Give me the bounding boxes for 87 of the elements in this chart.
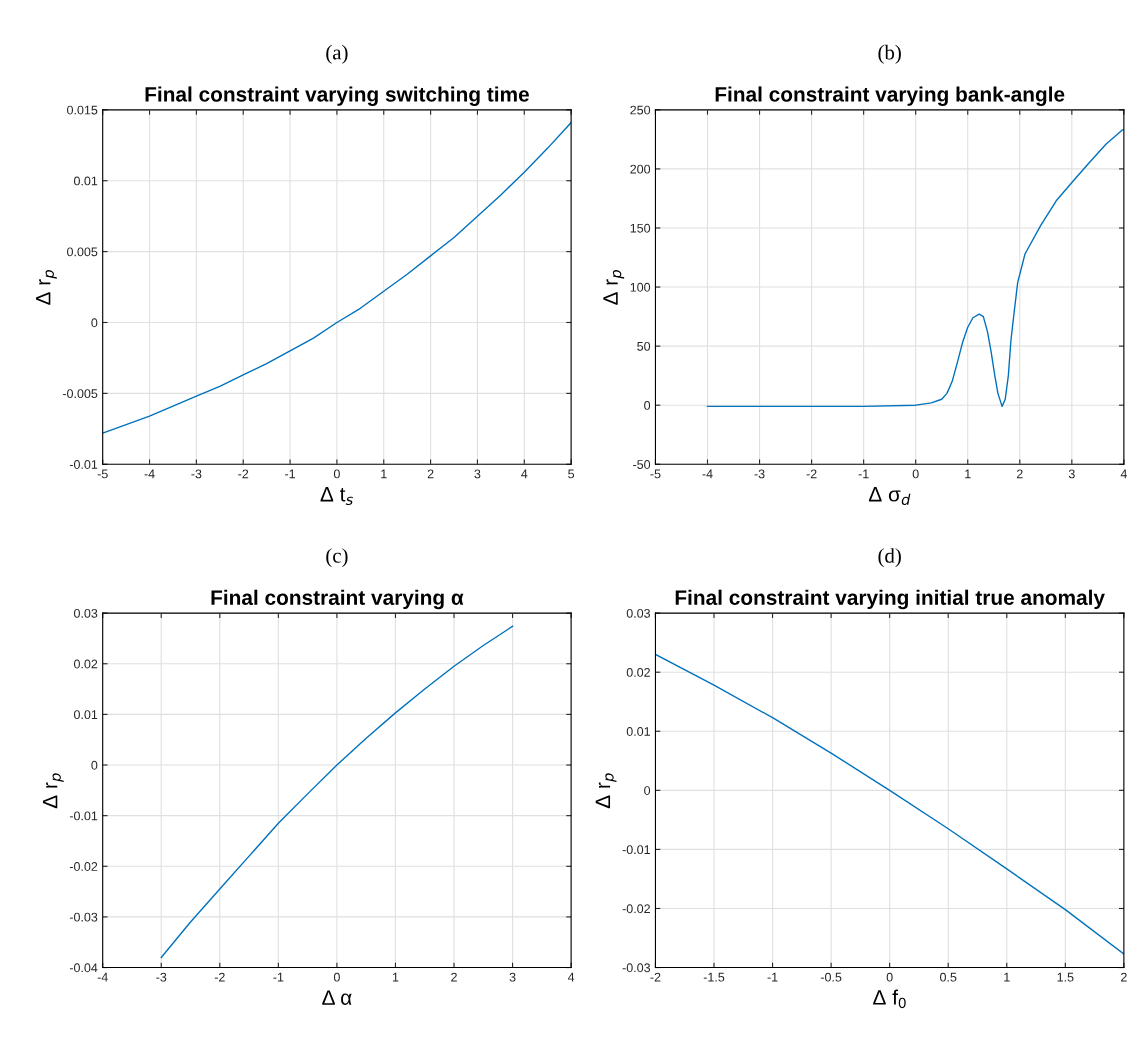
x-tick-label: 0 xyxy=(912,469,919,479)
x-tick-label: 2 xyxy=(1016,469,1023,479)
chart-title: Final constraint varying switching time xyxy=(145,86,529,106)
y-tick-label: 150 xyxy=(630,223,651,233)
x-tick-label: -4 xyxy=(144,469,155,479)
y-tick-label: 250 xyxy=(630,105,651,115)
y-axis-title: Δ r$_{p}$ xyxy=(36,270,57,305)
x-tick-label: 0 xyxy=(333,469,340,479)
x-tick-label: -2 xyxy=(650,972,661,982)
line-series xyxy=(102,121,572,434)
x-tick-label: -1 xyxy=(285,469,296,479)
y-tick-label: 100 xyxy=(630,282,651,292)
x-tick-label: -3 xyxy=(191,469,202,479)
x-tick-label: 3 xyxy=(1068,469,1075,479)
x-axis-title: Δ t$_{s}$ xyxy=(320,487,353,506)
x-axis-title: Δ α xyxy=(322,990,352,1005)
x-tick-label: 0 xyxy=(333,972,340,982)
y-tick-label: 200 xyxy=(630,164,651,174)
x-tick-label: -1.5 xyxy=(703,972,725,982)
x-tick-label: -2 xyxy=(214,972,225,982)
y-tick-label: 0 xyxy=(644,400,651,410)
line-series xyxy=(706,129,1124,408)
x-tick-label: -4 xyxy=(702,469,713,479)
line-series xyxy=(160,625,514,959)
x-tick-label: 3 xyxy=(509,972,516,982)
x-tick-label: 0 xyxy=(886,972,893,982)
x-tick-label: 5 xyxy=(568,469,575,479)
x-tick-label: 1 xyxy=(965,469,971,479)
y-tick-label: 0.02 xyxy=(626,667,650,677)
x-tick-label: -1 xyxy=(767,972,778,982)
x-tick-label: -3 xyxy=(156,972,167,982)
x-axis-title: Δ σ$_{d}$ xyxy=(868,487,911,506)
y-tick-label: -50 xyxy=(633,460,651,469)
y-axis-title: Δ r$_{p}$ xyxy=(603,270,625,305)
y-axis-title: Δ r$_{p}$ xyxy=(42,773,64,809)
x-axis-title: Δ f$_{0}$ xyxy=(873,989,906,1009)
text: (a) xyxy=(326,44,348,64)
y-tick-label: 0.01 xyxy=(73,176,98,186)
y-tick-label: -0.005 xyxy=(62,389,98,399)
y-tick-label: -0.01 xyxy=(69,811,98,821)
y-tick-label: -0.03 xyxy=(69,912,98,922)
x-tick-label: 3 xyxy=(474,469,481,479)
y-tick-label: -0.01 xyxy=(622,845,650,855)
x-tick-label: 2 xyxy=(427,469,434,479)
x-tick-label: -0.5 xyxy=(820,972,842,982)
y-tick-label: 0.03 xyxy=(626,608,651,618)
y-tick-label: -0.02 xyxy=(69,862,98,871)
x-tick-label: 2 xyxy=(451,972,457,982)
chart-title: Final constraint varying initial true anomaly xyxy=(675,589,1105,610)
y-tick-label: -0.03 xyxy=(622,963,651,973)
x-tick-label: -5 xyxy=(650,469,661,479)
y-tick-label: 0 xyxy=(91,760,98,770)
y-tick-label: 0 xyxy=(91,318,98,328)
y-tick-label: 0 xyxy=(644,786,651,795)
chart-title: Final constraint varying bank-angle xyxy=(715,86,1065,106)
text: (b) xyxy=(878,44,901,64)
x-tick-label: 1 xyxy=(1004,972,1010,982)
x-tick-label: -1 xyxy=(858,469,869,479)
text: (d) xyxy=(878,548,901,568)
y-tick-label: 0.005 xyxy=(67,247,98,257)
y-tick-label: -0.01 xyxy=(69,460,98,469)
x-tick-label: 2 xyxy=(1121,972,1127,982)
y-tick-label: 0.015 xyxy=(67,105,98,115)
x-tick-label: -2 xyxy=(806,469,817,479)
y-tick-label: 0.01 xyxy=(626,727,650,736)
line-series xyxy=(655,653,1124,955)
x-tick-label: -5 xyxy=(97,469,108,479)
y-tick-label: 0.03 xyxy=(73,608,98,618)
text: (c) xyxy=(326,548,348,568)
x-tick-label: 1 xyxy=(392,972,399,982)
x-tick-label: 0.5 xyxy=(940,972,957,982)
x-tick-label: -1 xyxy=(273,972,284,982)
y-tick-label: 0.02 xyxy=(73,659,98,669)
x-tick-label: 1.5 xyxy=(1057,972,1074,982)
y-tick-label: 0.01 xyxy=(73,710,98,720)
x-tick-label: 4 xyxy=(567,972,575,982)
y-axis-title: Δ r$_{p}$ xyxy=(595,773,617,809)
x-tick-label: -4 xyxy=(97,972,108,982)
y-tick-label: -0.04 xyxy=(69,963,98,973)
x-tick-label: 4 xyxy=(521,469,528,479)
x-tick-label: 4 xyxy=(1120,469,1127,479)
y-tick-label: 50 xyxy=(637,341,651,351)
x-tick-label: -2 xyxy=(238,469,249,479)
x-tick-label: -3 xyxy=(754,469,765,479)
x-tick-label: 1 xyxy=(381,469,387,479)
y-tick-label: -0.02 xyxy=(622,904,650,914)
chart-title: Final constraint varying α xyxy=(211,589,464,610)
